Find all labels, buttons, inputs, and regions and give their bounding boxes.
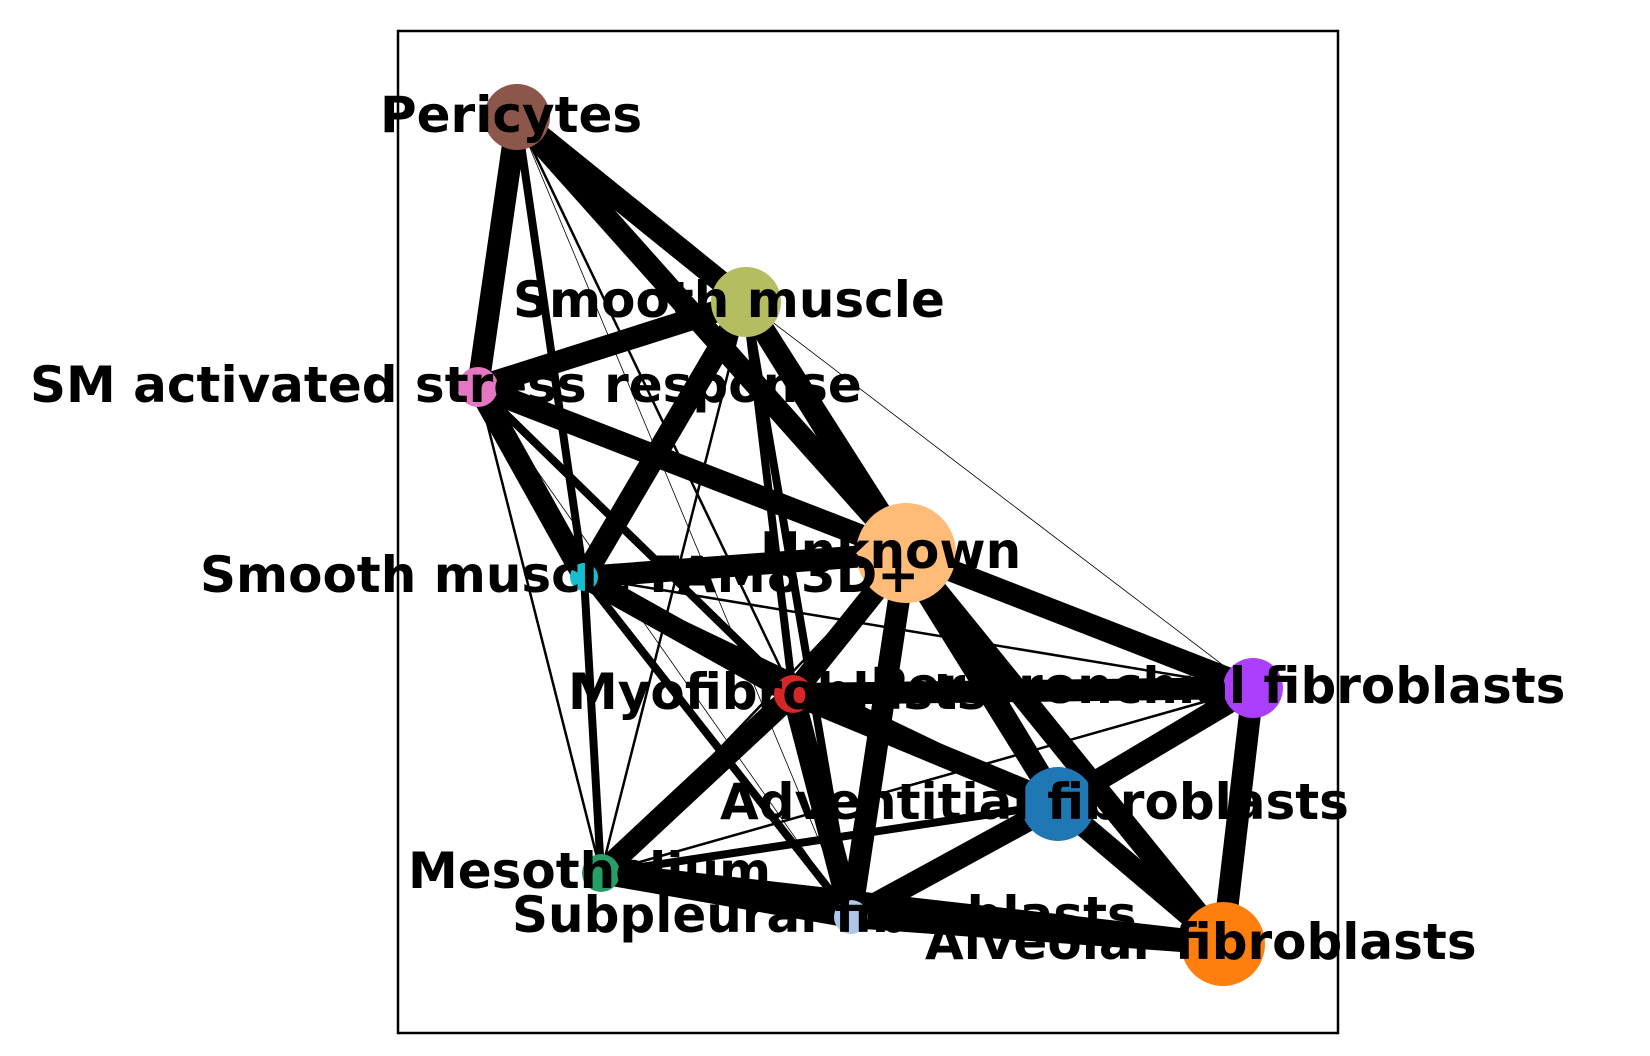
node-subpleural bbox=[834, 900, 868, 934]
node-label-alveolar: Alveolar fibroblasts bbox=[925, 913, 1477, 971]
edge-sm_stress-unknown bbox=[467, 376, 917, 564]
node-adventitial bbox=[1021, 767, 1095, 841]
edge-subpleural-alveolar bbox=[840, 906, 1234, 955]
edge-adventitial-mesothelium bbox=[597, 800, 1062, 877]
node-label-subpleural: Subpleural fibroblasts bbox=[512, 886, 1137, 944]
node-layer bbox=[458, 84, 1283, 986]
edge-smooth_muscle-mesothelium bbox=[599, 300, 748, 875]
node-sm_stress bbox=[458, 367, 498, 407]
node-label-sm_fam83d: Smooth muscle FAM83D+ bbox=[200, 546, 919, 604]
edge-sm_fam83d-mesothelium bbox=[580, 573, 605, 877]
node-label-pericytes: Pericytes bbox=[380, 86, 642, 144]
edge-myofibroblasts-mesothelium bbox=[590, 683, 804, 884]
node-label-sm_stress: SM activated stress response bbox=[30, 356, 862, 414]
edge-pericytes-subpleural bbox=[516, 116, 852, 918]
edge-sm_stress-sm_fam83d bbox=[467, 376, 595, 588]
edge-sm_fam83d-subpleural bbox=[580, 573, 855, 921]
node-label-adventitial: Adventitial fibroblasts bbox=[720, 773, 1349, 831]
node-mesothelium bbox=[582, 854, 620, 892]
edge-smooth_muscle-sm_stress bbox=[467, 291, 757, 398]
edge-pericytes-sm_stress bbox=[467, 106, 528, 398]
edge-smooth_muscle-peribronchial bbox=[745, 301, 1254, 689]
edge-myofibroblasts-subpleural bbox=[782, 683, 862, 928]
edge-unknown-pericytes bbox=[516, 116, 907, 554]
edge-sm_fam83d-peribronchial bbox=[582, 575, 1255, 690]
node-label-smooth_muscle: Smooth muscle bbox=[513, 271, 945, 329]
edge-myofibroblasts-peribronchial bbox=[782, 677, 1264, 705]
edge-sm_stress-subpleural bbox=[477, 386, 852, 918]
edge-sm_fam83d-unknown bbox=[573, 542, 917, 588]
edge-peribronchial-mesothelium bbox=[599, 686, 1255, 875]
node-myofibroblasts bbox=[774, 675, 812, 713]
node-smooth_muscle bbox=[711, 267, 781, 337]
node-peribronchial bbox=[1223, 658, 1283, 718]
edge-peribronchial-alveolar bbox=[1212, 677, 1264, 955]
edge-unknown-peribronchial bbox=[895, 542, 1264, 699]
edge-pericytes-sm_fam83d bbox=[513, 113, 588, 581]
node-label-mesothelium: Mesothelium bbox=[408, 842, 771, 900]
node-label-myofibroblasts: Myofibroblasts bbox=[568, 663, 987, 721]
edge-layer bbox=[467, 106, 1264, 955]
node-label-unknown: Unknown bbox=[760, 522, 1021, 580]
node-pericytes bbox=[484, 84, 550, 150]
edge-unknown-alveolar bbox=[895, 542, 1234, 955]
plot-frame bbox=[396, 29, 1340, 1035]
edge-smooth_muscle-sm_fam83d bbox=[573, 291, 757, 588]
edge-pericytes-myofibroblasts bbox=[515, 115, 795, 696]
edge-sm_stress-myofibroblasts bbox=[474, 383, 797, 698]
edge-myofibroblasts-smooth_muscle bbox=[742, 298, 797, 698]
node-sm_fam83d bbox=[570, 563, 598, 591]
edge-sm_stress-mesothelium bbox=[476, 385, 603, 875]
edge-myofibroblasts-adventitial bbox=[782, 683, 1069, 815]
node-unknown bbox=[856, 503, 956, 603]
node-label-peribronchial: Peribronchial fibroblasts bbox=[870, 657, 1565, 715]
label-layer: Pericytes Smooth muscle SM activated stres… bbox=[30, 86, 1565, 971]
node-alveolar bbox=[1181, 902, 1265, 986]
